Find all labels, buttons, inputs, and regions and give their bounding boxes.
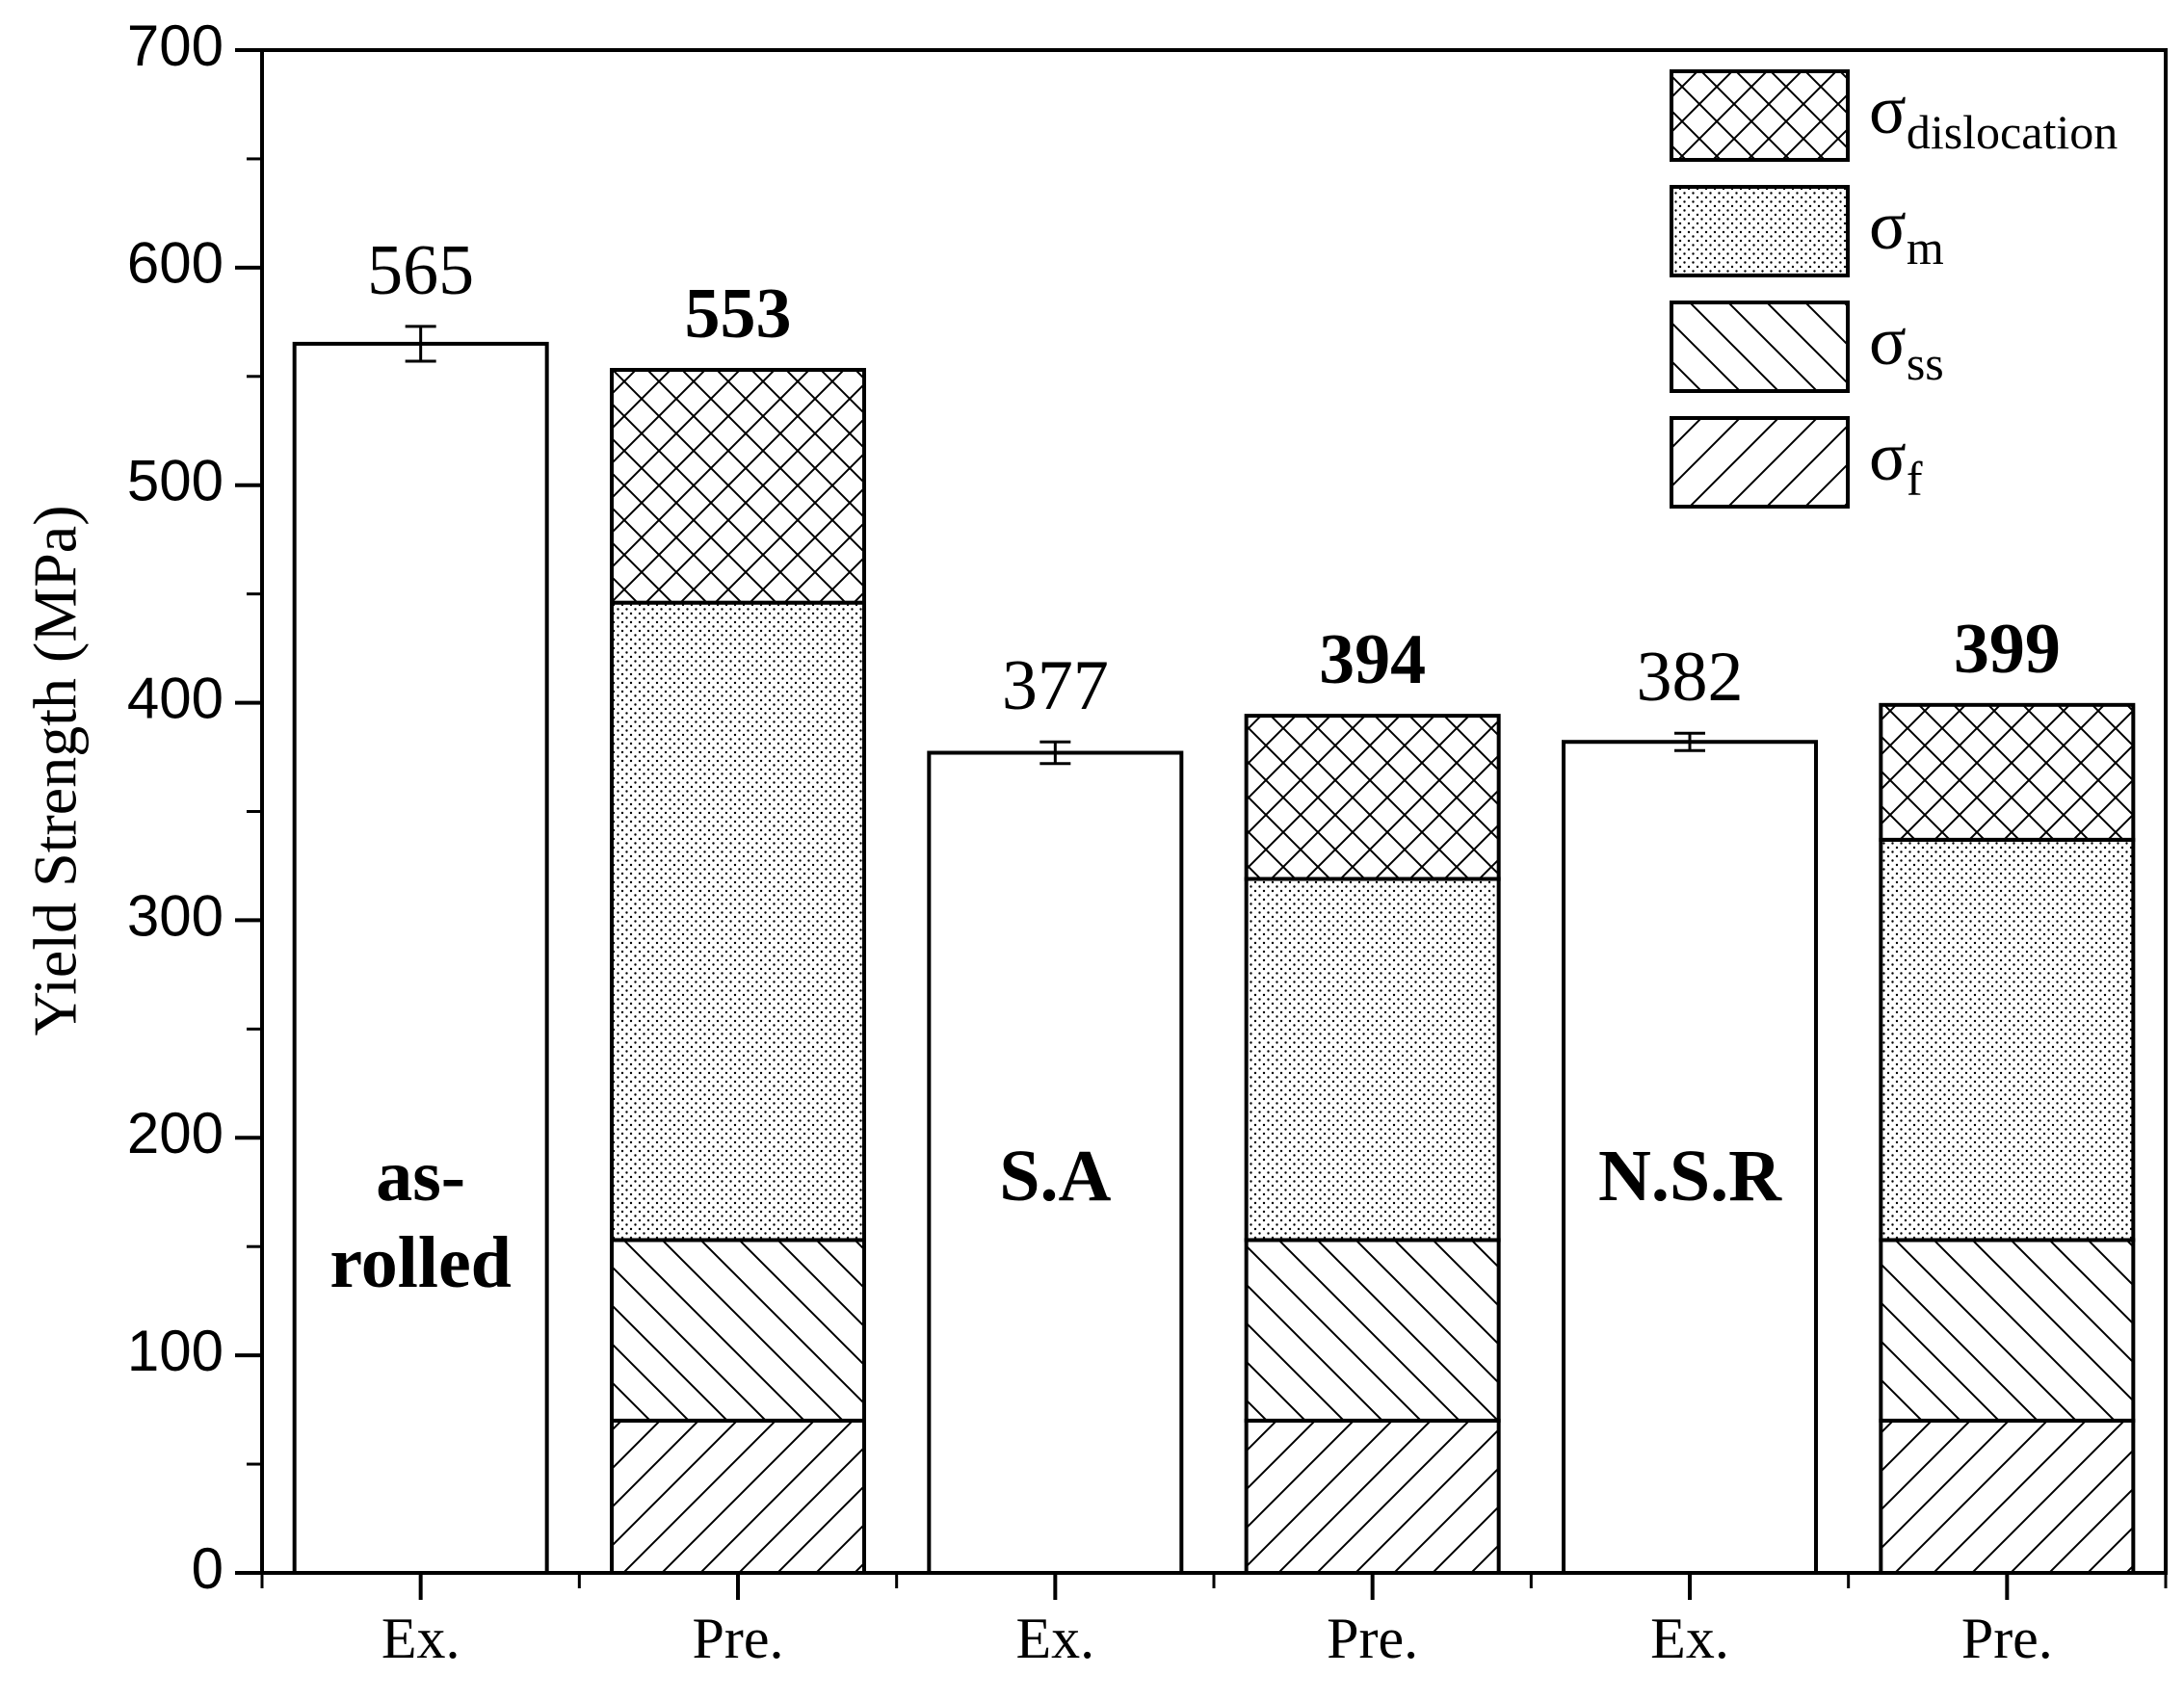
x-tick-label: Pre. bbox=[1327, 1607, 1418, 1670]
bar-segment-m bbox=[610, 600, 866, 1243]
group-label: as- bbox=[376, 1136, 465, 1217]
bar-segment-dislocation bbox=[1244, 714, 1501, 881]
y-axis-title-group: Yield Strength (MPa) bbox=[21, 505, 90, 1035]
x-tick-label: Ex. bbox=[1650, 1607, 1729, 1670]
bar-total-label: 377 bbox=[1002, 646, 1109, 725]
legend-swatch-ss bbox=[1670, 301, 1850, 393]
legend-symbol: σ bbox=[1869, 302, 1907, 379]
bar-segment-f bbox=[1244, 1418, 1501, 1576]
y-tick-label: 100 bbox=[127, 1319, 224, 1383]
bar-total-label: 399 bbox=[1954, 610, 2061, 689]
bar-segment-dislocation bbox=[1879, 702, 2136, 842]
legend-swatch-dislocation bbox=[1670, 69, 1850, 162]
bar-segment-ss bbox=[610, 1238, 866, 1423]
legend-symbol: σ bbox=[1869, 418, 1907, 495]
bar-segment-ss bbox=[1244, 1238, 1501, 1423]
legend-symbol: σ bbox=[1869, 187, 1907, 264]
bar-total-label: 394 bbox=[1319, 620, 1426, 699]
legend-subscript: ss bbox=[1907, 336, 1944, 390]
group-label: rolled bbox=[329, 1222, 512, 1303]
x-tick-label: Ex. bbox=[382, 1607, 460, 1670]
legend-label: σss bbox=[1869, 302, 1944, 390]
x-tick-label: Pre. bbox=[693, 1607, 784, 1670]
bar-total-label: 565 bbox=[367, 231, 474, 310]
y-tick-label: 500 bbox=[127, 449, 224, 513]
bar-segment-f bbox=[1879, 1418, 2136, 1576]
y-axis-title: Yield Strength (MPa) bbox=[21, 505, 90, 1035]
bar-segment-f bbox=[610, 1418, 866, 1576]
legend-label: σm bbox=[1869, 187, 1944, 275]
bar-total-label: 553 bbox=[685, 275, 792, 353]
legend-subscript: dislocation bbox=[1907, 105, 2118, 159]
x-tick-label: Pre. bbox=[1961, 1607, 2053, 1670]
plot-area: 0 100 200 300 400 500 600 700 Ex. Pre. Ex. Pre. Ex. P… bbox=[127, 13, 2168, 1670]
y-tick-label: 0 bbox=[192, 1536, 224, 1601]
bar-segment-m bbox=[1244, 877, 1501, 1243]
y-tick-label: 600 bbox=[127, 231, 224, 296]
bar-experimental bbox=[927, 750, 1184, 1575]
legend-subscript: f bbox=[1907, 452, 1923, 506]
bar-experimental bbox=[292, 341, 549, 1576]
legend-subscript: m bbox=[1907, 221, 1944, 275]
y-tick-label: 400 bbox=[127, 666, 224, 730]
legend-symbol: σ bbox=[1869, 71, 1907, 148]
y-tick-label: 200 bbox=[127, 1101, 224, 1165]
bar-experimental bbox=[1562, 740, 1818, 1575]
y-tick-label: 700 bbox=[127, 13, 224, 78]
x-tick-label: Ex. bbox=[1016, 1607, 1095, 1670]
bar-segment-ss bbox=[1879, 1238, 2136, 1423]
legend-swatch-f bbox=[1670, 416, 1850, 509]
bar-total-label: 382 bbox=[1637, 638, 1744, 717]
group-label: S.A bbox=[999, 1136, 1111, 1217]
bar-segment-dislocation bbox=[610, 368, 866, 605]
legend-label: σf bbox=[1869, 418, 1923, 506]
legend-swatch-m bbox=[1670, 185, 1850, 277]
bar-segment-m bbox=[1879, 837, 2136, 1243]
group-label: N.S.R bbox=[1598, 1136, 1782, 1217]
y-tick-label: 300 bbox=[127, 883, 224, 948]
legend-label: σdislocation bbox=[1869, 71, 2118, 159]
